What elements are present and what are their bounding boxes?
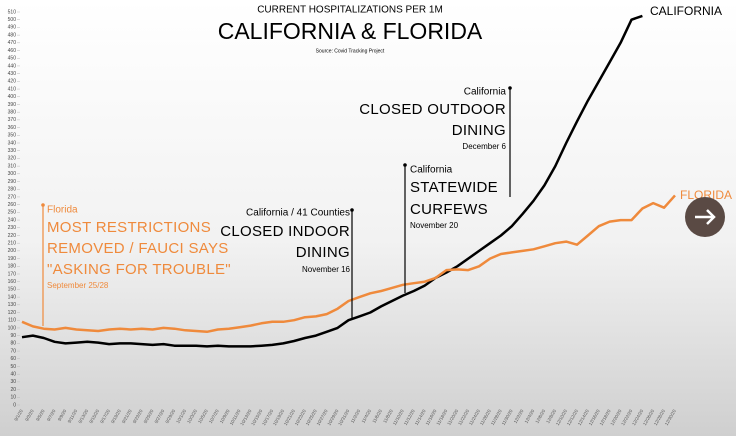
- y-tick-label: 370: [8, 117, 17, 123]
- x-tick-label: 9/11/20: [67, 408, 79, 424]
- y-tick-label: 160: [8, 279, 17, 285]
- y-tick-label: 300: [8, 171, 17, 177]
- annotation-dot: [403, 163, 407, 167]
- y-tick-label: 310: [8, 163, 17, 169]
- annotation-label: California / 41 Counties: [246, 208, 350, 219]
- annotation-label: California: [464, 87, 507, 98]
- y-tick-label: 460: [8, 48, 17, 54]
- y-tick-label: 240: [8, 217, 17, 223]
- y-tick-label: 180: [8, 264, 17, 270]
- y-tick-label: 440: [8, 63, 17, 69]
- y-tick-label: 30: [10, 379, 16, 385]
- annotation-date: December 6: [462, 142, 506, 151]
- annotation-text: STATEWIDE: [410, 179, 498, 196]
- annotation-date: November 20: [410, 221, 459, 230]
- y-tick-label: 250: [8, 210, 17, 216]
- y-tick-label: 400: [8, 94, 17, 100]
- y-tick-label: 280: [8, 187, 17, 193]
- y-tick-label: 270: [8, 194, 17, 200]
- y-tick-label: 90: [10, 333, 16, 339]
- y-tick-label: 0: [13, 402, 16, 408]
- annotation-label: California: [410, 165, 453, 176]
- annotation-label: Florida: [47, 205, 78, 216]
- x-tick-label: 11/6/20: [371, 408, 383, 424]
- y-tick-label: 70: [10, 348, 16, 354]
- y-tick-label: 230: [8, 225, 17, 231]
- y-tick-label: 360: [8, 125, 17, 131]
- y-tick-label: 140: [8, 294, 17, 300]
- annotation-date: September 25/28: [47, 281, 109, 290]
- x-tick-label: 9/7/20: [46, 408, 57, 422]
- x-tick-label: 11/2/20: [350, 408, 362, 424]
- y-tick-label: 170: [8, 271, 17, 277]
- y-tick-label: 420: [8, 79, 17, 85]
- x-tick-label: 11/8/20: [382, 408, 394, 424]
- y-tick-label: 210: [8, 241, 17, 247]
- y-tick-label: 150: [8, 287, 17, 293]
- y-tick-label: 120: [8, 310, 17, 316]
- chart-subtitle: CURRENT HOSPITALIZATIONS PER 1M: [257, 5, 443, 16]
- source: Source: Covid Tracking Project: [316, 48, 385, 54]
- y-tick-label: 290: [8, 179, 17, 185]
- y-tick-label: 260: [8, 202, 17, 208]
- y-tick-label: 80: [10, 341, 16, 347]
- y-tick-label: 480: [8, 32, 17, 38]
- annotation-text: "ASKING FOR TROUBLE": [47, 261, 231, 278]
- y-tick-label: 110: [8, 318, 16, 324]
- annotation-date: November 16: [302, 265, 351, 274]
- y-tick-label: 330: [8, 148, 17, 154]
- y-tick-label: 470: [8, 40, 17, 46]
- annotation-text: MOST RESTRICTIONS: [47, 219, 211, 236]
- y-tick-label: 450: [8, 56, 17, 62]
- y-tick-label: 130: [8, 302, 17, 308]
- annotation-dot: [41, 203, 45, 207]
- y-tick-label: 10: [10, 395, 16, 401]
- y-tick-label: 490: [8, 25, 17, 31]
- y-tick-label: 430: [8, 71, 17, 77]
- y-tick-label: 220: [8, 233, 17, 239]
- y-tick-label: 410: [8, 86, 17, 92]
- y-tick-label: 500: [8, 17, 17, 23]
- y-tick-label: 350: [8, 133, 17, 139]
- annotation-dot: [508, 86, 512, 90]
- y-tick-label: 340: [8, 140, 17, 146]
- annotation-text: REMOVED / FAUCI SAYS: [47, 240, 229, 257]
- y-tick-label: 320: [8, 156, 17, 162]
- x-tick-label: 11/4/20: [360, 408, 372, 424]
- annotation-text: CLOSED INDOOR: [220, 223, 350, 240]
- y-tick-label: 200: [8, 248, 17, 254]
- annotation-text: DINING: [452, 122, 506, 139]
- x-tick-label: 9/9/20: [57, 408, 68, 422]
- x-tick-label: 9/1/20: [13, 408, 24, 422]
- series-line: [21, 194, 676, 334]
- series-line: [21, 14, 643, 348]
- x-tick-label: 9/5/20: [35, 408, 46, 422]
- series-label: FLORIDA: [680, 188, 732, 202]
- annotation-dot: [350, 208, 354, 212]
- annotation-text: CURFEWS: [410, 201, 488, 218]
- y-tick-label: 60: [10, 356, 16, 362]
- chart-title: CALIFORNIA & FLORIDA: [218, 18, 483, 44]
- annotation-text: CLOSED OUTDOOR: [359, 101, 506, 118]
- series-label: CALIFORNIA: [650, 4, 722, 18]
- y-tick-label: 50: [10, 364, 16, 370]
- next-arrow[interactable]: [695, 209, 716, 225]
- next-button[interactable]: [685, 197, 725, 237]
- y-tick-label: 510: [8, 9, 17, 15]
- y-tick-label: 20: [10, 387, 16, 393]
- y-tick-label: 100: [8, 325, 17, 331]
- y-tick-label: 380: [8, 110, 17, 116]
- y-tick-label: 390: [8, 102, 17, 108]
- x-tick-label: 9/3/20: [24, 408, 35, 422]
- y-tick-label: 40: [10, 372, 16, 378]
- y-tick-label: 190: [8, 256, 17, 262]
- annotation-text: DINING: [296, 244, 350, 261]
